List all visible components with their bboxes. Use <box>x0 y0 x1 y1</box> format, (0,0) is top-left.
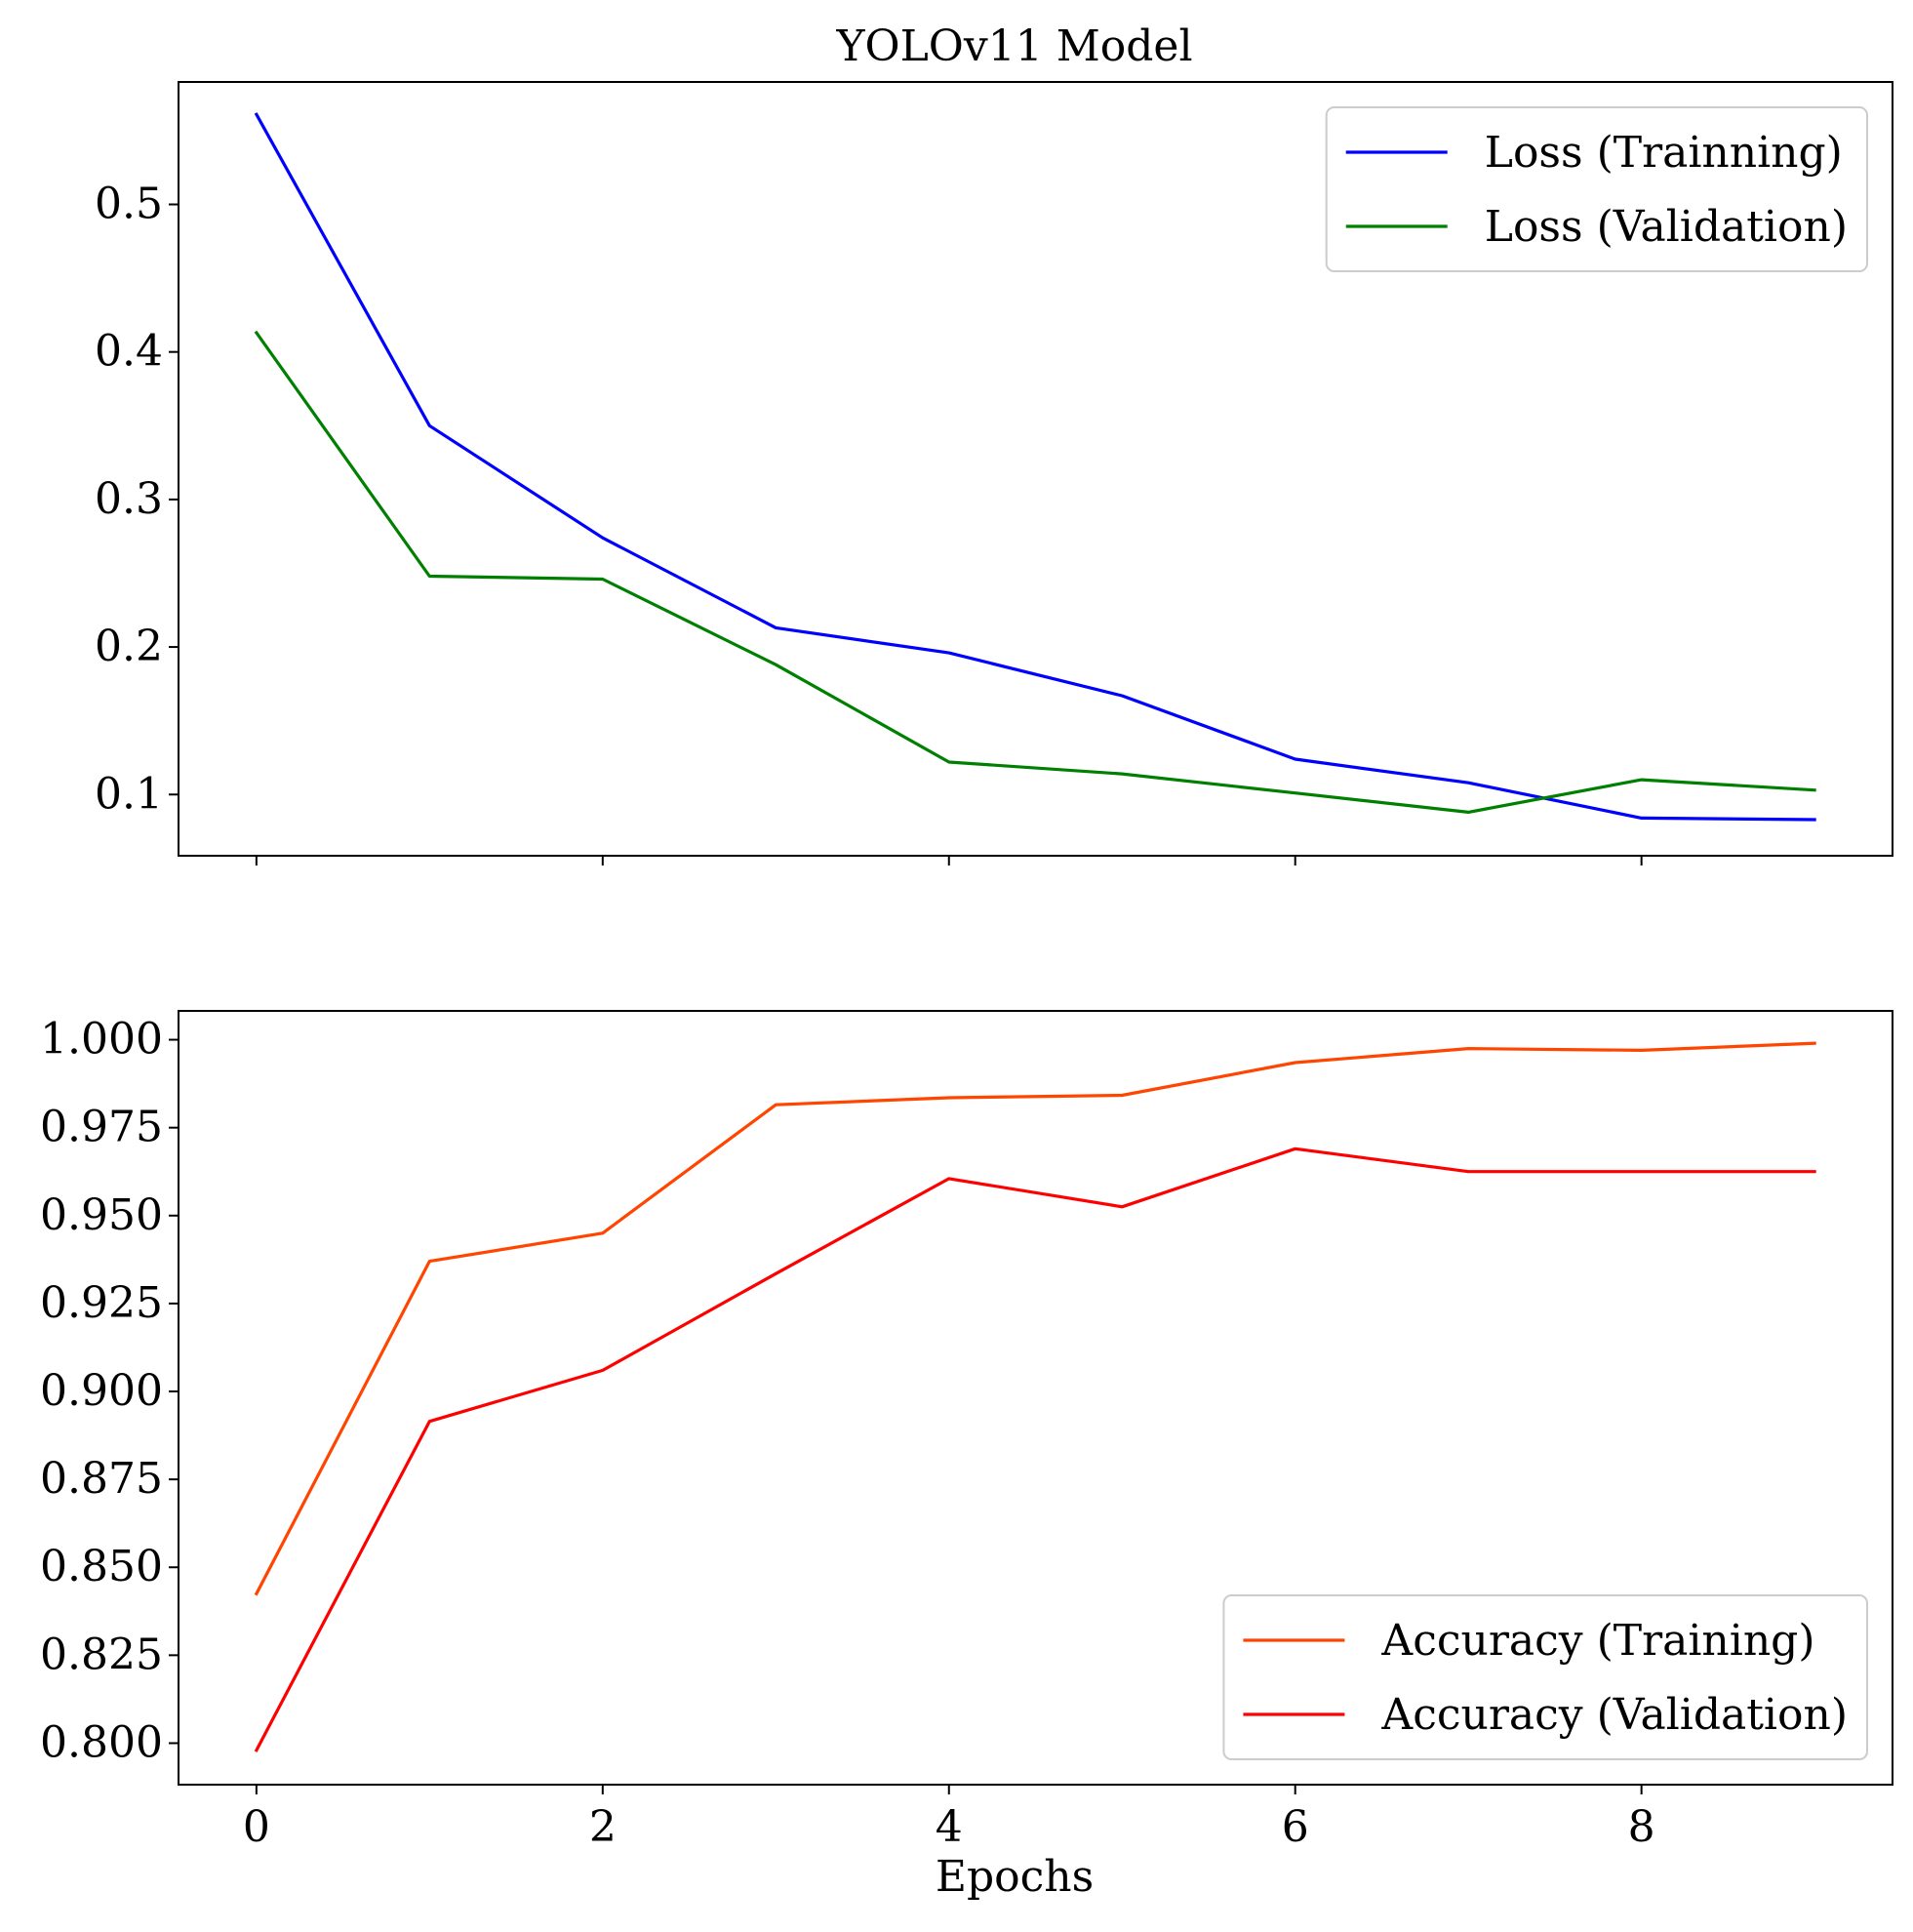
y-tick-label: 0.3 <box>95 474 163 524</box>
y-tick-label: 0.4 <box>95 327 163 377</box>
x-tick-label: 8 <box>1628 1802 1655 1852</box>
y-tick-label: 0.2 <box>95 622 163 671</box>
plot-frame <box>178 81 1893 857</box>
x-tick-label: 4 <box>936 1802 963 1852</box>
loss-panel: 0.1 0.2 0.3 0.4 0.5 Loss (Trainning) Loss (Val… <box>95 81 1893 865</box>
legend: Loss (Trainning) Loss (Validation) <box>1325 106 1868 272</box>
plot-frame <box>178 1010 1893 1786</box>
legend-label-1: Accuracy (Training) <box>1380 1616 1814 1666</box>
legend-box <box>1325 106 1868 272</box>
series-line-2 <box>254 1147 1816 1752</box>
y-tick-label: 0.900 <box>40 1366 163 1416</box>
series-line-2 <box>254 330 1816 815</box>
x-tick-label: 6 <box>1282 1802 1309 1852</box>
legend-box <box>1222 1594 1868 1760</box>
y-tick-label: 0.950 <box>40 1190 163 1240</box>
y-tick-label: 0.800 <box>40 1717 163 1767</box>
series-line-1 <box>254 1041 1816 1596</box>
y-tick-label: 1.000 <box>40 1015 163 1065</box>
y-tick-label: 0.975 <box>40 1103 163 1152</box>
legend-label-1: Loss (Trainning) <box>1485 128 1843 178</box>
x-axis-label: Epochs <box>936 1852 1094 1902</box>
y-tick-label: 0.825 <box>40 1630 163 1679</box>
series-line-1 <box>254 112 1816 822</box>
x-tick-label: 2 <box>589 1802 617 1852</box>
legend: Accuracy (Training) Accuracy (Validation) <box>1222 1594 1868 1760</box>
y-tick-label: 0.875 <box>40 1454 163 1504</box>
y-tick-label: 0.1 <box>95 769 163 819</box>
x-tick-label: 0 <box>243 1802 270 1852</box>
chart-title: YOLOv11 Model <box>835 21 1192 71</box>
y-tick-label: 0.850 <box>40 1542 163 1591</box>
y-tick-label: 0.5 <box>95 179 163 228</box>
y-tick-label: 0.925 <box>40 1278 163 1328</box>
accuracy-panel: 0.800 0.825 0.850 0.875 0.900 0.925 0.950 0.975… <box>40 1010 1893 1852</box>
legend-label-2: Loss (Validation) <box>1485 202 1848 252</box>
legend-label-2: Accuracy (Validation) <box>1380 1690 1848 1740</box>
